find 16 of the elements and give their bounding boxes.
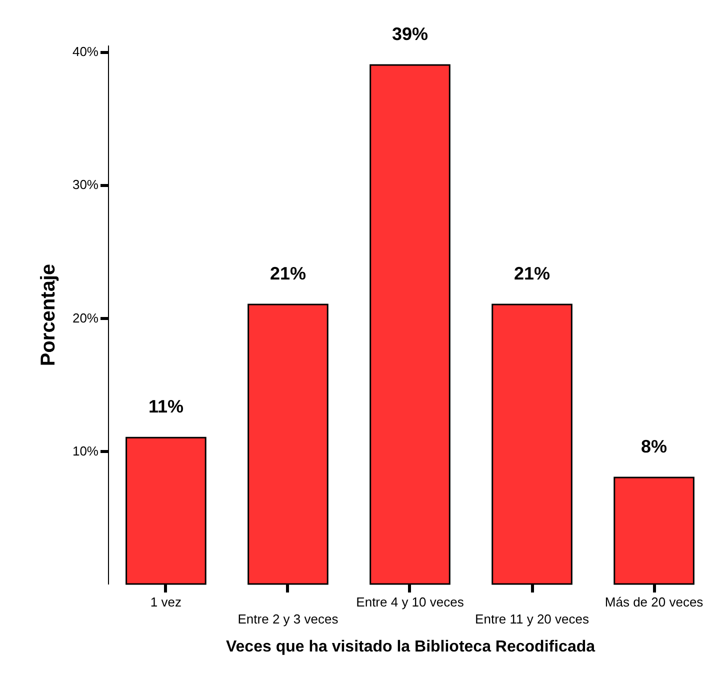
y-tick-label: 30%: [72, 177, 99, 192]
data-label: 11%: [148, 396, 184, 417]
data-label: 21%: [270, 264, 306, 284]
y-axis-title: Porcentaje: [37, 264, 60, 366]
x-tick-label: Entre 4 y 10 veces: [356, 594, 464, 610]
y-tick-label: 20%: [72, 310, 99, 326]
x-axis-title: Veces que ha visitado la Biblioteca Recodificada: [226, 638, 596, 656]
data-label: 39%: [392, 24, 428, 44]
x-tick-label: Entre 2 y 3 veces: [238, 612, 339, 626]
x-tick-label: Entre 11 y 20 veces: [475, 612, 590, 626]
y-tick-label: 10%: [72, 443, 99, 458]
x-tick-label: Más de 20 veces: [604, 594, 704, 610]
data-label: 8%: [641, 436, 668, 457]
y-tick-label: 40%: [72, 44, 99, 60]
x-tick-label: 1 vez: [150, 594, 182, 610]
data-label: 21%: [514, 264, 550, 284]
